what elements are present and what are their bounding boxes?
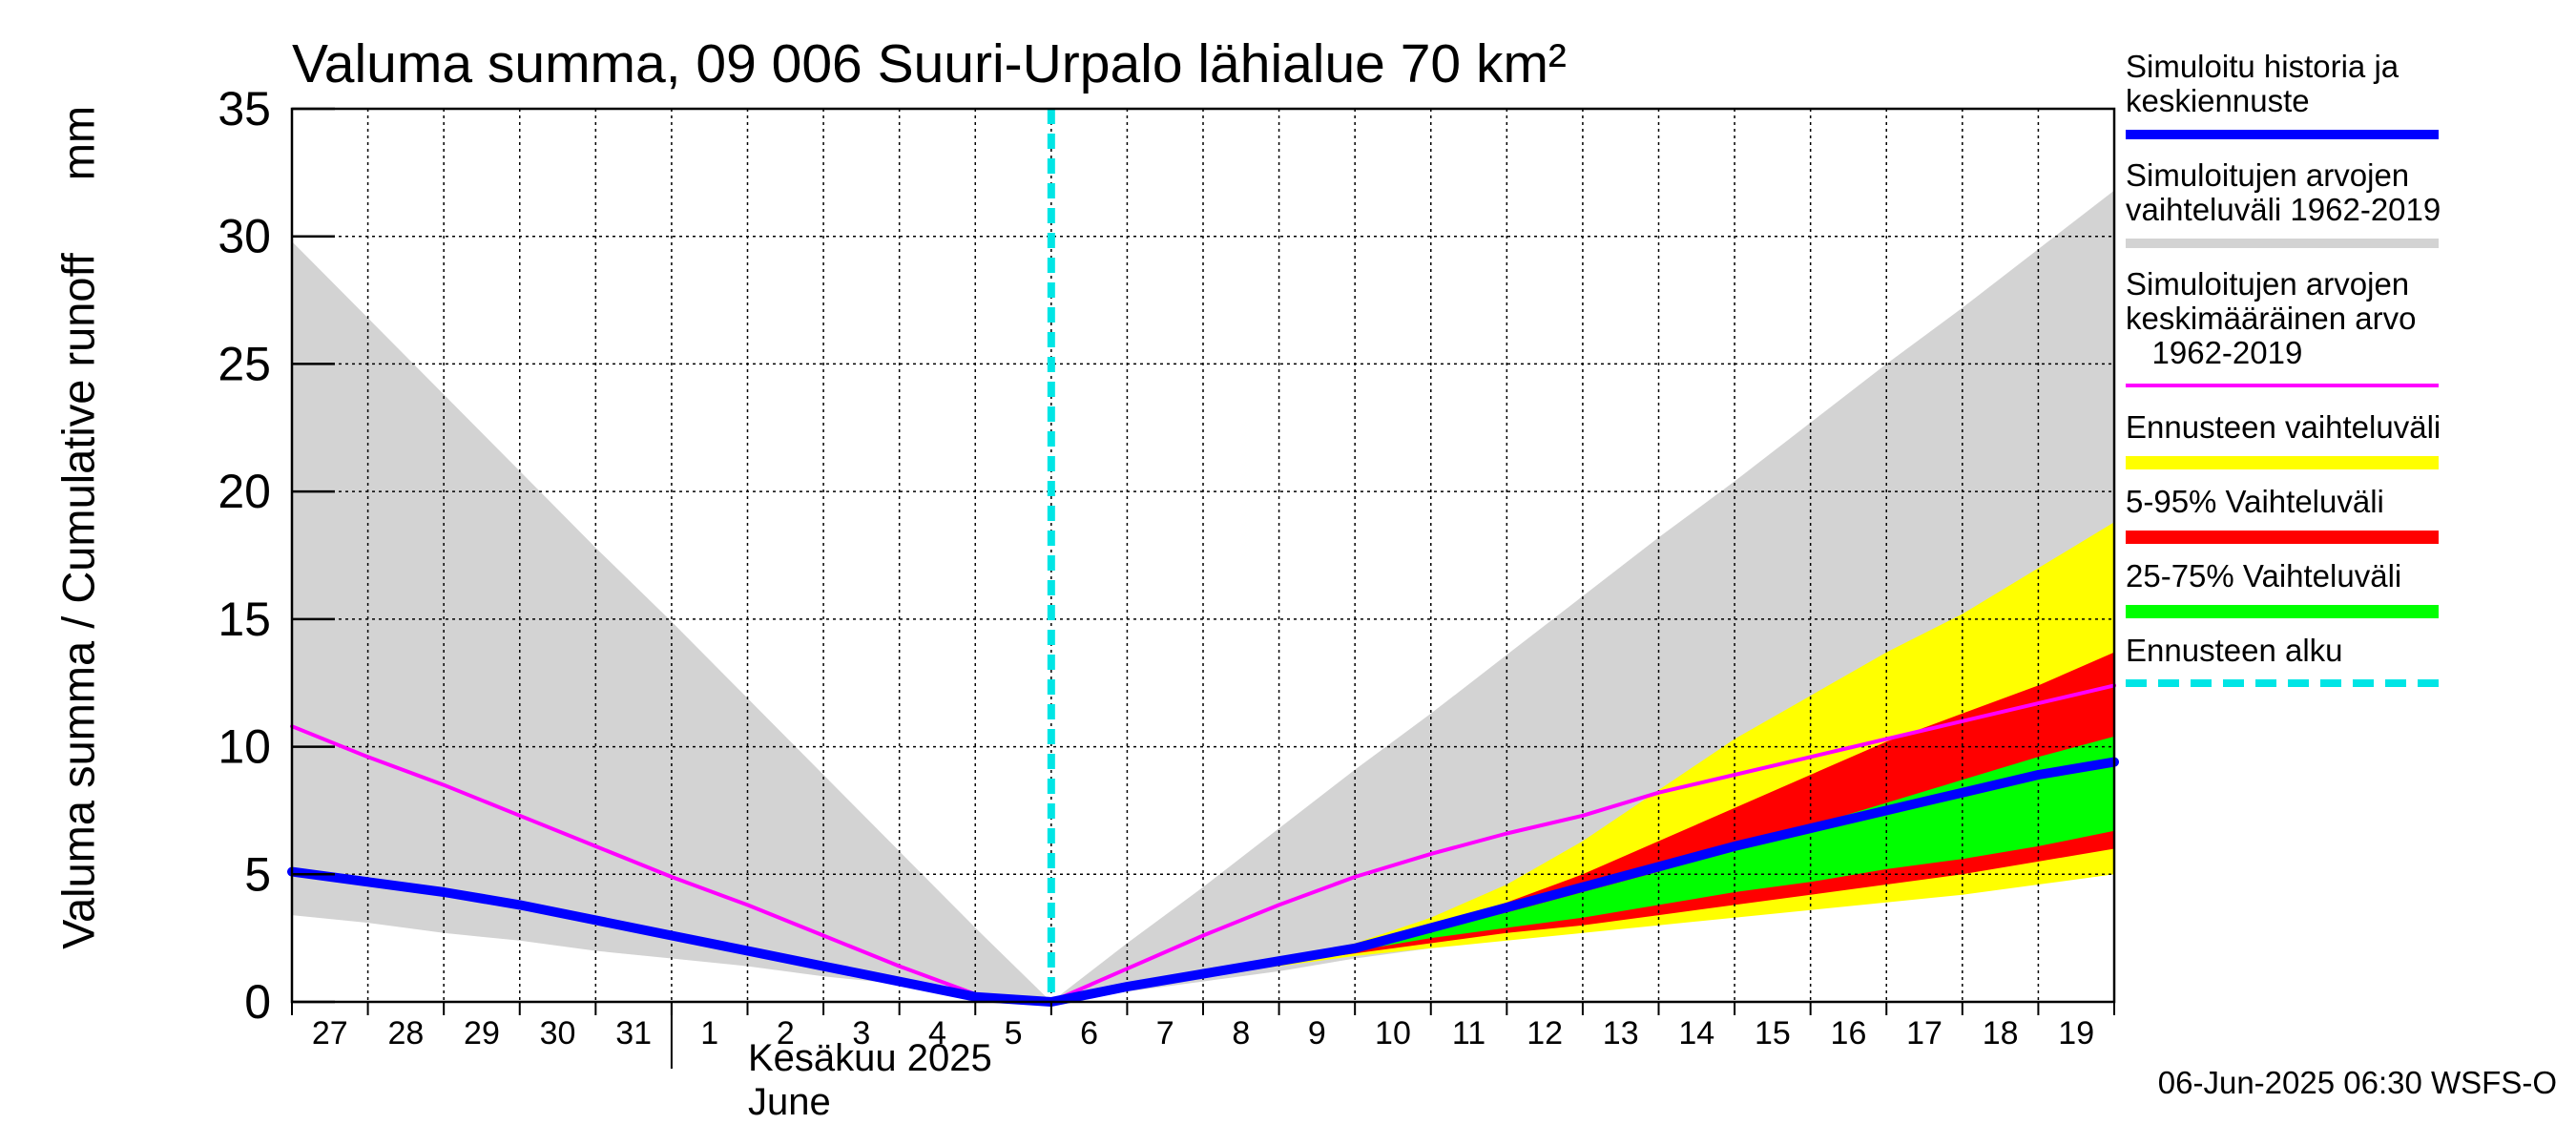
x-tick-label-6: 6 <box>1080 1015 1098 1051</box>
x-tick-label-16: 16 <box>1831 1015 1867 1051</box>
legend-label-mean: Simuloitujen arvojen keskimääräinen arvo… <box>2126 266 2417 370</box>
legend-item-history: Simuloitu historia ja keskiennuste <box>2126 49 2441 139</box>
x-tick-label-10: 10 <box>1375 1015 1411 1051</box>
legend-item-p5-95: 5-95% Vaihteluväli <box>2126 484 2441 544</box>
legend-swatch-p5-95 <box>2126 531 2439 544</box>
legend-swatch-mean <box>2126 384 2439 387</box>
x-tick-label-18: 18 <box>1983 1015 2019 1051</box>
legend-label-hist-range: Simuloitujen arvojen vaihteluväli 1962-2… <box>2126 157 2441 227</box>
legend-label-p5-95: 5-95% Vaihteluväli <box>2126 484 2384 519</box>
series-mean-line <box>290 683 2116 1004</box>
x-tick-label-1: 1 <box>700 1015 718 1051</box>
x-tick-label-17: 17 <box>1906 1015 1942 1051</box>
x-tick-label-13: 13 <box>1603 1015 1639 1051</box>
y-tick-label-10: 10 <box>218 720 271 774</box>
legend-swatch-hist-range <box>2126 239 2439 248</box>
y-tick-label-35: 35 <box>218 82 271 135</box>
y-tick-label-20: 20 <box>218 465 271 518</box>
x-tick-label-27: 27 <box>312 1015 348 1051</box>
x-tick-label-4: 4 <box>928 1015 946 1051</box>
legend-item-forecast-start: Ennusteen alku <box>2126 633 2441 687</box>
x-tick-label-5: 5 <box>1005 1015 1023 1051</box>
legend-swatch-p25-75 <box>2126 605 2439 618</box>
x-tick-label-12: 12 <box>1527 1015 1563 1051</box>
y-tick-label-25: 25 <box>218 337 271 390</box>
legend-item-fc-range: Ennusteen vaihteluväli <box>2126 409 2441 469</box>
y-tick-label-30: 30 <box>218 210 271 263</box>
x-tick-label-28: 28 <box>387 1015 424 1051</box>
x-tick-label-9: 9 <box>1308 1015 1326 1051</box>
x-tick-label-2: 2 <box>777 1015 795 1051</box>
legend-swatch-history <box>2126 130 2439 139</box>
legend-label-fc-range: Ennusteen vaihteluväli <box>2126 409 2441 445</box>
x-tick-label-3: 3 <box>852 1015 870 1051</box>
chart-title: Valuma summa, 09 006 Suuri-Urpalo lähial… <box>292 33 1567 94</box>
legend-item-p25-75: 25-75% Vaihteluväli <box>2126 558 2441 618</box>
y-axis-unit: mm <box>52 105 104 181</box>
x-tick-label-8: 8 <box>1232 1015 1250 1051</box>
month-label-en: June <box>748 1081 831 1123</box>
legend-label-p25-75: 25-75% Vaihteluväli <box>2126 558 2402 593</box>
x-tick-label-7: 7 <box>1156 1015 1174 1051</box>
series-history-line <box>287 757 2119 1007</box>
month-label-fi: Kesäkuu 2025 <box>748 1037 992 1079</box>
x-tick-label-14: 14 <box>1678 1015 1714 1051</box>
legend-swatch-forecast-start <box>2126 679 2439 687</box>
x-tick-label-19: 19 <box>2058 1015 2094 1051</box>
legend-swatch-fc-range <box>2126 456 2439 469</box>
footer-timestamp: 06-Jun-2025 06:30 WSFS-O <box>2157 1065 2557 1100</box>
x-tick-label-31: 31 <box>615 1015 652 1051</box>
legend-label-forecast-start: Ennusteen alku <box>2126 633 2343 668</box>
y-tick-label-15: 15 <box>218 593 271 646</box>
x-tick-label-30: 30 <box>540 1015 576 1051</box>
y-tick-label-0: 0 <box>244 975 271 1029</box>
x-tick-label-29: 29 <box>464 1015 500 1051</box>
x-tick-label-15: 15 <box>1755 1015 1791 1051</box>
legend-item-hist-range: Simuloitujen arvojen vaihteluväli 1962-2… <box>2126 157 2441 248</box>
x-tick-label-11: 11 <box>1452 1015 1485 1051</box>
y-tick-label-5: 5 <box>244 847 271 901</box>
legend-item-mean: Simuloitujen arvojen keskimääräinen arvo… <box>2126 266 2441 387</box>
y-axis-label: Valuma summa / Cumulative runoff <box>52 253 104 949</box>
legend-label-history: Simuloitu historia ja keskiennuste <box>2126 49 2399 118</box>
